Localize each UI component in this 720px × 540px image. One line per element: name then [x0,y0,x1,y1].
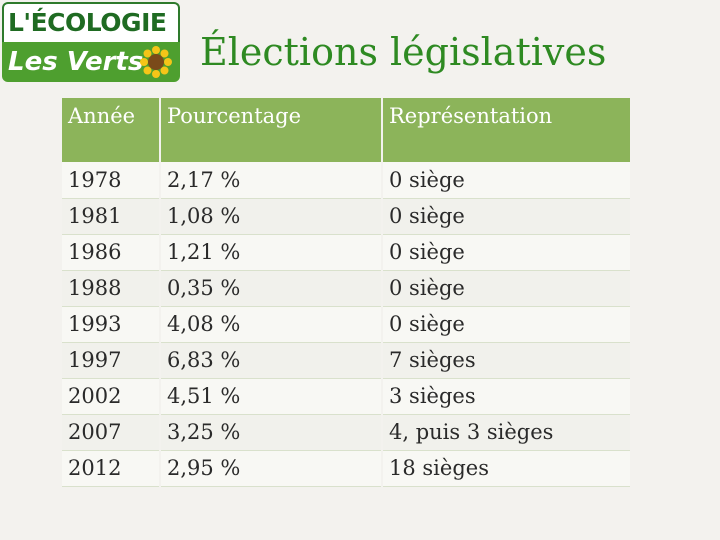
cell-pourcentage: 2,17 % [160,162,383,199]
cell-annee: 1988 [62,270,161,307]
table-row: 1997 6,83 % 7 sièges [62,342,630,379]
table-row: 1981 1,08 % 0 siège [62,198,630,235]
table-header-row: Année Pourcentage Représentation [62,98,630,162]
table-row: 1978 2,17 % 0 siège [62,162,630,199]
header-annee: Année [62,98,161,162]
cell-representation: 7 sièges [382,342,630,379]
cell-representation: 3 sièges [382,378,630,415]
table-row: 1988 0,35 % 0 siège [62,270,630,307]
cell-pourcentage: 4,51 % [160,378,383,415]
table-row: 2007 3,25 % 4, puis 3 sièges [62,414,630,451]
sunflower-icon [140,46,172,78]
header-pourcentage: Pourcentage [160,98,383,162]
cell-annee: 2007 [62,414,161,451]
logo-line-les-verts: Les Verts [2,42,180,82]
cell-pourcentage: 1,08 % [160,198,383,235]
cell-representation: 0 siège [382,198,630,235]
cell-pourcentage: 4,08 % [160,306,383,343]
cell-representation: 0 siège [382,162,630,199]
table-row: 2012 2,95 % 18 sièges [62,450,630,487]
table-row: 1993 4,08 % 0 siège [62,306,630,343]
cell-annee: 1997 [62,342,161,379]
cell-representation: 0 siège [382,234,630,271]
cell-pourcentage: 1,21 % [160,234,383,271]
table-row: 2002 4,51 % 3 sièges [62,378,630,415]
cell-pourcentage: 0,35 % [160,270,383,307]
cell-annee: 1986 [62,234,161,271]
cell-annee: 2002 [62,378,161,415]
cell-representation: 18 sièges [382,450,630,487]
cell-representation: 0 siège [382,270,630,307]
party-logo: L'ÉCOLOGIE Les Verts [2,2,180,82]
cell-annee: 1993 [62,306,161,343]
logo-text-les-verts: Les Verts [8,47,144,77]
cell-annee: 1981 [62,198,161,235]
cell-annee: 1978 [62,162,161,199]
cell-pourcentage: 3,25 % [160,414,383,451]
cell-representation: 4, puis 3 sièges [382,414,630,451]
results-table: Année Pourcentage Représentation 1978 2,1… [62,98,630,487]
logo-line-ecologie: L'ÉCOLOGIE [2,2,180,42]
cell-representation: 0 siège [382,306,630,343]
cell-pourcentage: 2,95 % [160,450,383,487]
table-row: 1986 1,21 % 0 siège [62,234,630,271]
page-title: Élections législatives [200,30,607,74]
header-representation: Représentation [382,98,630,162]
cell-annee: 2012 [62,450,161,487]
cell-pourcentage: 6,83 % [160,342,383,379]
